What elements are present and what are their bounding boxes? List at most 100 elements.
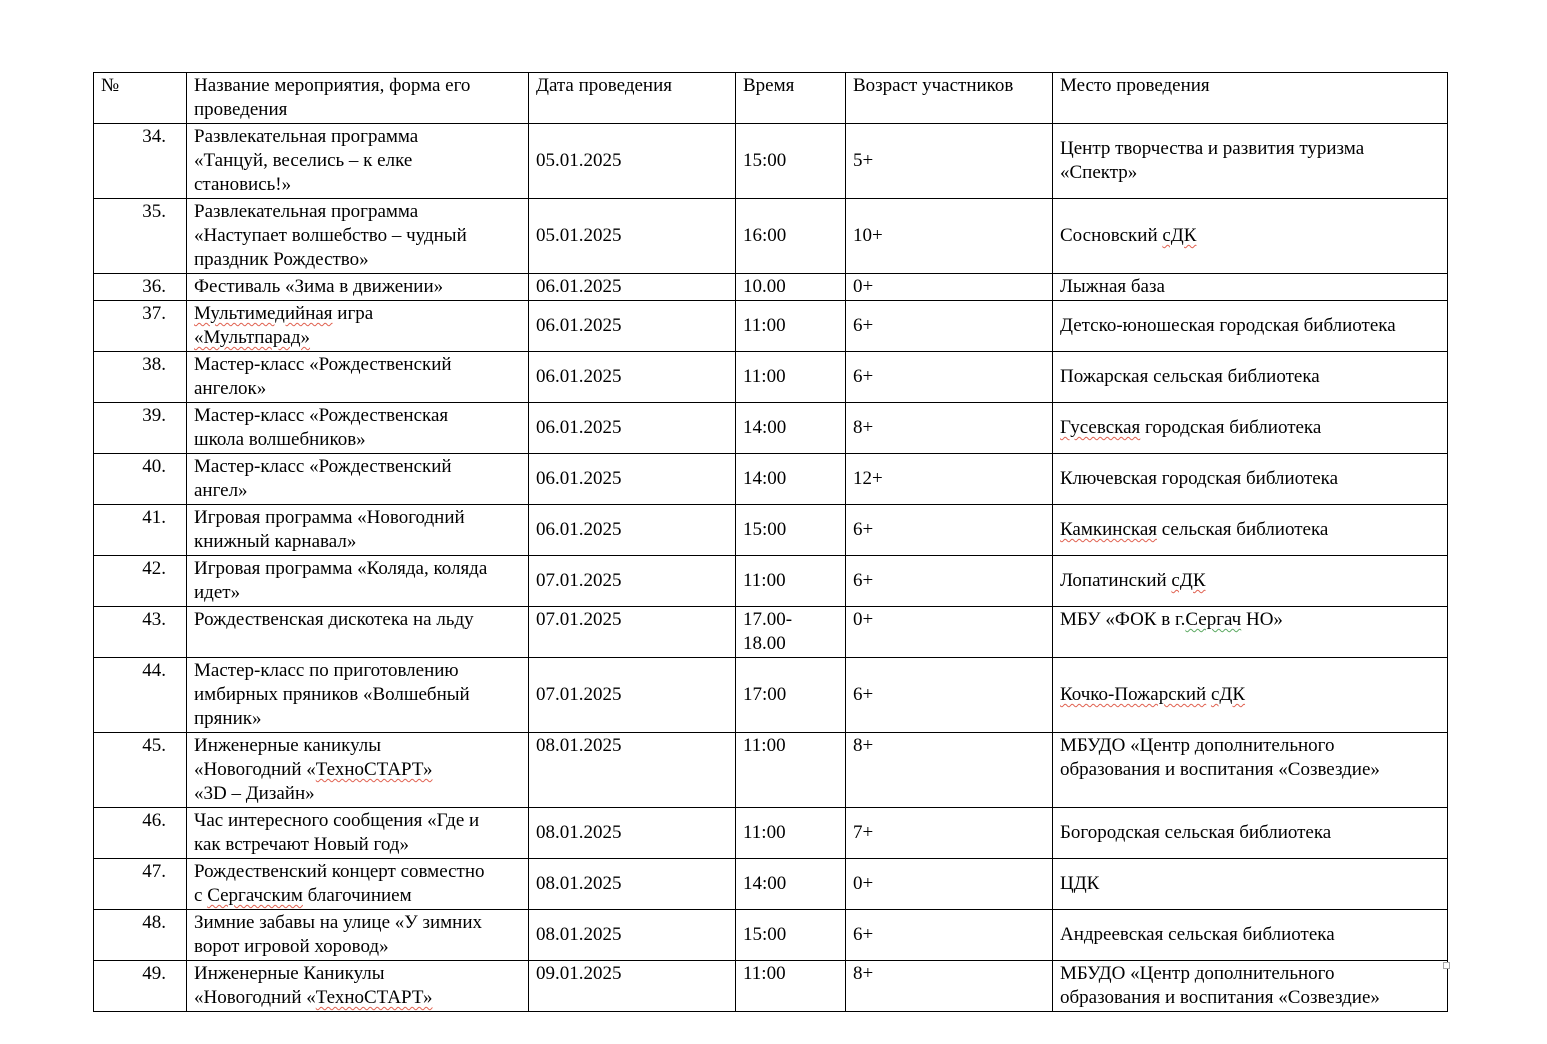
text-segment: Мастер-класс «Рождественский	[194, 456, 452, 477]
text-segment: 36.	[142, 276, 166, 297]
cell-title: Мультимедийная игра «Мультпарад»	[186, 300, 529, 352]
text-segment: 12+	[853, 468, 883, 489]
text-segment: Инженерные каникулы	[194, 735, 382, 756]
cell-title: Мастер-класс «Рождественская школа волшеб…	[186, 402, 529, 454]
text-segment: Рождественский концерт совместно	[194, 861, 485, 882]
table-resize-handle-icon[interactable]	[1443, 962, 1450, 969]
cell-title: Инженерные каникулы «Новогодний «ТехноСТА…	[186, 732, 529, 808]
cell-age: 8+	[845, 732, 1053, 808]
text-segment: 0+	[853, 276, 874, 297]
cell-time: 14:00	[735, 453, 846, 505]
text-segment: 07.01.2025	[536, 684, 622, 705]
text-segment: 43.	[142, 609, 166, 630]
text-segment: 07.01.2025	[536, 570, 622, 591]
text-segment: 11:00	[743, 822, 786, 843]
text-segment: 6+	[853, 315, 874, 336]
cell-title: Фестиваль «Зима в движении»	[186, 273, 529, 301]
cell-title: Игровая программа «Новогодний книжный кар…	[186, 504, 529, 556]
column-header-date: Дата проведения	[528, 72, 736, 124]
cell-number: 42.	[93, 555, 187, 607]
table-header-row: № Название мероприятия, форма его провед…	[93, 72, 1448, 124]
text-segment: Зимние забавы на улице «У зимних	[194, 912, 483, 933]
cell-title: Мастер-класс по приготовлению имбирных пр…	[186, 657, 529, 733]
text-segment: игра	[332, 303, 374, 324]
text-segment: 15:00	[743, 519, 787, 540]
column-header-place: Место проведения	[1052, 72, 1448, 124]
cell-place: Сосновский сДК	[1052, 198, 1448, 274]
text-segment: Мастер-класс по приготовлению	[194, 660, 459, 681]
cell-time: 15:00	[735, 123, 846, 199]
text-segment: 08.01.2025	[536, 924, 622, 945]
text-segment: 06.01.2025	[536, 276, 622, 297]
text-segment: становись!»	[194, 174, 292, 195]
text-segment: 48.	[142, 912, 166, 933]
misspelled-text: Сергачским	[207, 885, 303, 906]
text-segment: Игровая программа «Новогодний	[194, 507, 465, 528]
cell-date: 05.01.2025	[528, 123, 736, 199]
text-segment: 11:00	[743, 570, 786, 591]
cell-time: 15:00	[735, 504, 846, 556]
misspelled-text: Камкинская	[1060, 519, 1157, 540]
table-row: 44. Мастер-класс по приготовлению имбирных…	[93, 657, 1448, 733]
cell-time: 11:00	[735, 300, 846, 352]
text-segment: 45.	[142, 735, 166, 756]
text-segment: городская библиотека	[1140, 417, 1322, 438]
table-row: 35. Развлекательная программа «Наступает в…	[93, 198, 1448, 274]
cell-time: 11:00	[735, 351, 846, 403]
table-row: 47. Рождественский концерт совместно с Сер…	[93, 858, 1448, 910]
text-segment: 7+	[853, 822, 874, 843]
text-segment: 05.01.2025	[536, 225, 622, 246]
cell-title: Мастер-класс «Рождественский ангелок»	[186, 351, 529, 403]
cell-age: 0+	[845, 606, 1053, 658]
cell-place: Пожарская сельская библиотека	[1052, 351, 1448, 403]
text-segment: ворот игровой хоровод»	[194, 936, 389, 957]
table-row: 49. Инженерные Каникулы «Новогодний «Техно…	[93, 960, 1448, 1012]
cell-time: 17:00	[735, 657, 846, 733]
text-segment: 46.	[142, 810, 166, 831]
text-segment: 14:00	[743, 468, 787, 489]
text-segment: 35.	[142, 201, 166, 222]
text-segment: 34.	[142, 126, 166, 147]
text-segment: 6+	[853, 924, 874, 945]
cell-date: 09.01.2025	[528, 960, 736, 1012]
table-row: 37. Мультимедийная игра «Мультпарад» 06.01.…	[93, 300, 1448, 352]
text-segment: 10+	[853, 225, 883, 246]
text-segment: 15:00	[743, 924, 787, 945]
cell-place: Лыжная база	[1052, 273, 1448, 301]
cell-title: Развлекательная программа «Танцуй, весели…	[186, 123, 529, 199]
cell-age: 5+	[845, 123, 1053, 199]
text-segment: МБУДО «Центр дополнительного	[1060, 735, 1335, 756]
text-segment: 44.	[142, 660, 166, 681]
table-row: 41. Игровая программа «Новогодний книжный …	[93, 504, 1448, 556]
text-segment: как встречают Новый год»	[194, 834, 409, 855]
text-segment: идет»	[194, 582, 241, 603]
cell-place: Детско-юношеская городская библиотека	[1052, 300, 1448, 352]
misspelled-text: Мультимедийная	[194, 303, 333, 324]
cell-number: 39.	[93, 402, 187, 454]
text-segment: Детско-юношеская городская библиотека	[1060, 315, 1396, 336]
cell-number: 35.	[93, 198, 187, 274]
cell-date: 08.01.2025	[528, 732, 736, 808]
cell-date: 08.01.2025	[528, 909, 736, 961]
text-segment: 0+	[853, 873, 874, 894]
text-segment: ЦДК	[1060, 873, 1100, 894]
text-segment: 05.01.2025	[536, 150, 622, 171]
text-segment: 40.	[142, 456, 166, 477]
text-segment: Инженерные Каникулы	[194, 963, 385, 984]
cell-title: Зимние забавы на улице «У зимних ворот иг…	[186, 909, 529, 961]
cell-time: 11:00	[735, 807, 846, 859]
table-row: 48. Зимние забавы на улице «У зимних ворот…	[93, 909, 1448, 961]
text-segment: Развлекательная программа	[194, 201, 419, 222]
text-segment: «Спектр»	[1060, 162, 1138, 183]
misspelled-text: Гусевская	[1060, 417, 1141, 438]
text-segment: 39.	[142, 405, 166, 426]
text-segment: Сосновский	[1060, 225, 1163, 246]
text-segment: «Новогодний «	[194, 759, 316, 780]
text-segment: 11:00	[743, 366, 786, 387]
cell-number: 38.	[93, 351, 187, 403]
cell-place: Лопатинский сДК	[1052, 555, 1448, 607]
text-segment: Развлекательная программа	[194, 126, 419, 147]
cell-place: Гусевская городская библиотека	[1052, 402, 1448, 454]
text-segment: Центр творчества и развития туризма	[1060, 138, 1365, 159]
text-segment: 6+	[853, 366, 874, 387]
